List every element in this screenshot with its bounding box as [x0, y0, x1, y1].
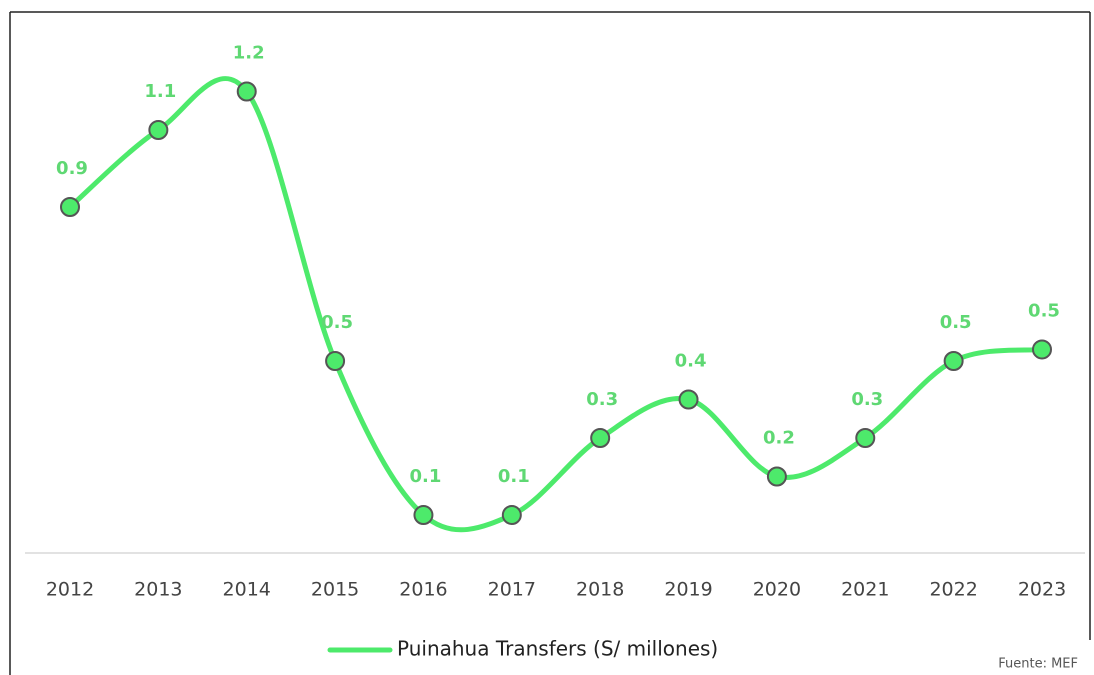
data-point [590, 428, 611, 448]
source-note: Fuente: MEF [998, 657, 1078, 672]
data-point [413, 505, 434, 525]
x-tick-label: 2020 [753, 579, 801, 601]
data-point [678, 389, 699, 410]
data-point [236, 81, 257, 102]
x-tick-label: 2017 [488, 579, 536, 601]
data-point [766, 466, 787, 487]
value-label: 0.3 [851, 389, 883, 410]
value-label: 0.4 [675, 351, 707, 372]
value-label: 0.5 [321, 312, 353, 333]
series-line [67, 76, 1045, 533]
x-tick-label: 2018 [576, 579, 624, 601]
x-tick-label: 2016 [399, 579, 447, 601]
value-label: 0.5 [1028, 300, 1060, 321]
value-label: 0.1 [410, 466, 442, 487]
legend-label: Puinahua Transfers (S/ millones) [397, 637, 718, 661]
x-tick-label: 2015 [311, 579, 359, 601]
x-tick-label: 2014 [223, 579, 271, 601]
data-point [325, 351, 346, 371]
value-label: 0.3 [586, 389, 618, 410]
data-point [943, 351, 964, 371]
data-point [855, 428, 876, 448]
x-tick-label: 2013 [134, 579, 182, 601]
value-label: 0.9 [56, 158, 88, 179]
data-point [501, 505, 522, 525]
value-label: 0.2 [763, 428, 795, 449]
value-label: 1.2 [233, 43, 265, 64]
x-tick-label: 2019 [664, 579, 712, 601]
x-tick-label: 2023 [1018, 579, 1066, 601]
data-point [60, 197, 80, 217]
value-label: 0.5 [940, 312, 972, 333]
x-tick-label: 2022 [929, 579, 977, 601]
x-tick-label: 2012 [46, 579, 94, 601]
data-point [1032, 339, 1052, 360]
value-label: 0.1 [498, 466, 530, 487]
x-tick-label: 2021 [841, 579, 889, 601]
value-label: 1.1 [144, 81, 176, 102]
data-point [148, 120, 169, 140]
